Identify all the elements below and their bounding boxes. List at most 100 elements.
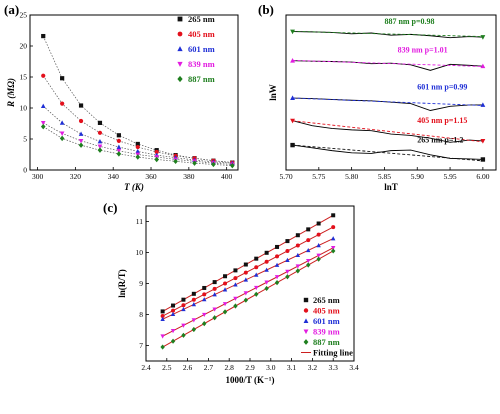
panel-c-point bbox=[264, 250, 269, 255]
panel-c-point bbox=[243, 262, 248, 267]
panel-c-point bbox=[181, 332, 186, 338]
panel-c-point bbox=[202, 292, 207, 297]
panel-b-fit-line bbox=[292, 120, 483, 143]
panel-c-point bbox=[212, 292, 217, 297]
panel-a-point bbox=[78, 131, 84, 136]
panel-c-point bbox=[222, 302, 228, 307]
panel-c-point bbox=[316, 256, 321, 262]
panel-a-point bbox=[40, 120, 46, 126]
panel-c-xtick-label: 3.2 bbox=[308, 363, 318, 372]
panel-c-xtick-label: 2.4 bbox=[141, 363, 151, 372]
panel-c-ytick-label: 11 bbox=[136, 217, 143, 226]
panel-c-fit-line bbox=[162, 247, 334, 337]
panel-c-legend-label: 601 nm bbox=[313, 316, 340, 326]
panel-c-point bbox=[160, 314, 165, 319]
panel-c-ylabel: ln(R/T) bbox=[117, 269, 127, 298]
panel-c-point bbox=[160, 316, 165, 321]
panel-a-point bbox=[41, 33, 46, 39]
panel-c-legend-label: 887 nm bbox=[313, 337, 340, 347]
panel-c-xlabel: 1000/T (K⁻¹) bbox=[225, 375, 274, 385]
panel-a-letter: (a) bbox=[4, 2, 19, 17]
panel-b-xtick-label: 5.70 bbox=[279, 172, 292, 181]
panel-c-point bbox=[295, 264, 301, 269]
panel-c-point bbox=[243, 277, 249, 282]
panel-c-point bbox=[171, 303, 176, 308]
panel-b-annotation: 601 nm p=0.99 bbox=[417, 83, 467, 92]
panel-c-point bbox=[181, 297, 186, 302]
panel-c-point bbox=[306, 262, 311, 268]
panel-a-point bbox=[135, 141, 140, 147]
panel-a-point bbox=[97, 130, 103, 135]
panel-a-point bbox=[135, 144, 140, 150]
panel-a-point bbox=[97, 147, 103, 153]
panel-a-xtick-label: 340 bbox=[108, 172, 120, 181]
panel-c-point bbox=[233, 268, 238, 273]
panel-c-point bbox=[285, 239, 290, 244]
panel-c-point bbox=[264, 285, 269, 292]
panel-a-xtick-label: 380 bbox=[183, 172, 195, 181]
panel-a-legend-label: 601 nm bbox=[188, 44, 215, 54]
panel-c-point bbox=[243, 291, 249, 296]
panel-b-point bbox=[480, 35, 486, 40]
panel-a-point bbox=[135, 148, 141, 154]
panel-c-point bbox=[170, 311, 176, 317]
panel-c-ytick-label: 8 bbox=[139, 310, 143, 319]
panel-a-legend-marker bbox=[177, 16, 183, 22]
panel-c-point bbox=[306, 227, 311, 232]
panel-b-letter: (b) bbox=[258, 2, 274, 17]
panel-c-point bbox=[191, 326, 197, 333]
panel-c-point bbox=[160, 334, 165, 339]
panel-c-point bbox=[316, 243, 321, 248]
panel-c-point bbox=[331, 236, 336, 241]
panel-c-legend-label: 839 nm bbox=[313, 327, 340, 337]
panel-c-fit-line bbox=[162, 238, 334, 320]
panel-c-point bbox=[331, 213, 336, 218]
panel-b-point bbox=[290, 58, 295, 63]
panel-c-xtick-label: 3.0 bbox=[266, 363, 276, 372]
panel-a-point bbox=[173, 158, 178, 165]
panel-c-point bbox=[274, 279, 280, 286]
panel-c-point bbox=[222, 309, 228, 315]
panel-a-point bbox=[78, 138, 84, 144]
panel-a-point bbox=[60, 101, 65, 106]
panel-b-xtick-label: 6.00 bbox=[476, 172, 489, 181]
panel-a-point bbox=[154, 149, 159, 155]
panel-c-point bbox=[191, 302, 197, 307]
panel-c-point bbox=[170, 329, 176, 334]
panel-c-point bbox=[243, 297, 249, 303]
panel-a-point bbox=[40, 103, 46, 109]
panel-a: (a) 300 320 340 360 380 400 0 5 10 15 20 25 T (K) R (M… bbox=[4, 2, 239, 192]
panel-a-legend-label: 405 nm bbox=[188, 29, 215, 39]
panel-a-xtick-label: 400 bbox=[221, 172, 233, 181]
panel-c-point bbox=[274, 275, 280, 280]
panel-b-point bbox=[290, 118, 295, 124]
panel-c-xtick-label: 3.1 bbox=[287, 363, 297, 372]
panel-a-point bbox=[116, 144, 122, 149]
panel-a-ytick-label: 5 bbox=[23, 135, 27, 144]
panel-c-point bbox=[160, 344, 165, 350]
panel-b-fit-line bbox=[292, 59, 483, 67]
panel-c-point bbox=[212, 286, 217, 291]
panel-b-xtick-label: 5.75 bbox=[312, 172, 325, 181]
panel-c-legend-marker bbox=[303, 297, 309, 303]
panel-c-point bbox=[274, 262, 280, 267]
panel-c-xtick-label: 2.7 bbox=[204, 363, 214, 372]
panel-b-annotation: 839 nm p=1.01 bbox=[398, 45, 448, 54]
panel-c-point bbox=[181, 306, 186, 312]
panel-a-point bbox=[97, 120, 103, 125]
panel-a-curve bbox=[42, 75, 233, 163]
panel-b-xtick-label: 5.95 bbox=[444, 172, 457, 181]
panel-c-point bbox=[181, 323, 186, 328]
panel-c-point bbox=[285, 274, 290, 280]
panel-a-legend-marker bbox=[177, 46, 183, 52]
panel-c-point bbox=[191, 291, 196, 296]
panel-c-point bbox=[295, 243, 300, 248]
panel-c-ytick-label: 7 bbox=[139, 341, 143, 350]
panel-b-data-line bbox=[292, 120, 483, 143]
panel-b-annotation: 887 nm p=0.98 bbox=[384, 17, 434, 26]
panel-c-point bbox=[191, 297, 196, 302]
panel-b-point bbox=[290, 29, 295, 35]
panel-c-xtick-label: 2.5 bbox=[162, 363, 172, 372]
panel-b-point bbox=[480, 157, 486, 162]
panel-c-fit-line bbox=[162, 250, 334, 348]
